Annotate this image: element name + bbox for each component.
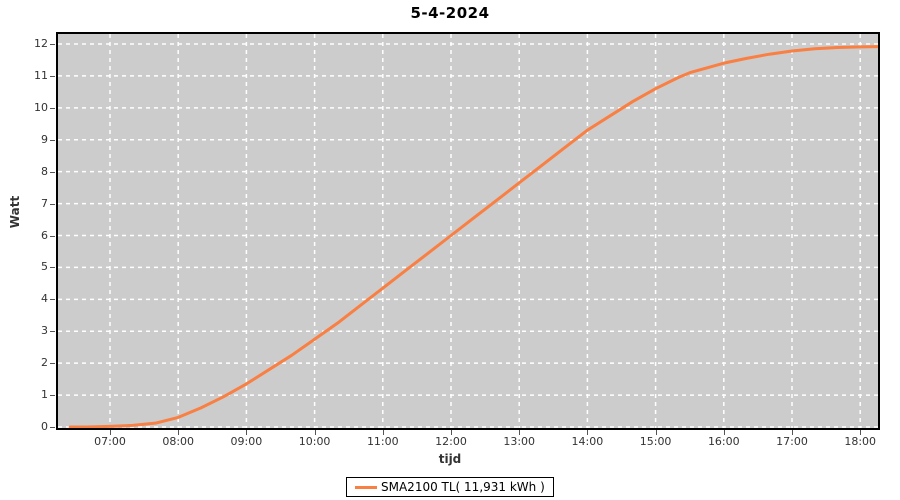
x-tick-label: 08:00 — [162, 435, 195, 448]
x-tick-mark — [860, 430, 862, 435]
vertical-gridlines — [109, 34, 861, 428]
x-tick-mark — [519, 430, 521, 435]
legend-label: SMA2100 TL( 11,931 kWh ) — [381, 480, 545, 494]
x-tick-mark — [246, 430, 248, 435]
x-tick-label: 18:00 — [844, 435, 877, 448]
x-tick-label: 16:00 — [707, 435, 740, 448]
y-tick-label: 5 — [41, 260, 48, 274]
legend: SMA2100 TL( 11,931 kWh ) — [346, 477, 554, 497]
x-tick-mark — [451, 430, 452, 435]
x-tick-label: 14:00 — [571, 435, 604, 448]
x-tick-mark — [655, 430, 657, 435]
plot-area — [56, 32, 880, 430]
x-tick-mark — [792, 430, 793, 435]
legend-color-swatch — [355, 485, 377, 489]
y-axis-ticks: 0 1 2 3 4 5 6 7 8 9 10 11 12 — [0, 0, 55, 500]
x-tick-mark — [178, 430, 180, 435]
y-tick-label: 6 — [41, 228, 48, 242]
y-tick-mark — [50, 171, 55, 173]
y-tick-mark — [50, 363, 55, 365]
y-tick-label: 1 — [41, 388, 48, 402]
y-tick-mark — [50, 75, 55, 77]
y-tick-label: 3 — [41, 324, 48, 338]
x-tick-label: 15:00 — [639, 435, 672, 448]
y-tick-mark — [50, 299, 55, 301]
x-tick-label: 10:00 — [298, 435, 331, 448]
y-tick-mark — [50, 235, 55, 237]
x-tick-label: 17:00 — [776, 435, 808, 448]
chart-title: 5-4-2024 — [410, 4, 490, 22]
y-tick-label: 11 — [34, 68, 48, 82]
y-tick-mark — [50, 395, 55, 397]
x-tick-mark — [110, 430, 111, 435]
y-tick-label: 2 — [41, 356, 48, 370]
y-tick-mark — [50, 331, 55, 333]
x-tick-mark — [382, 430, 384, 435]
y-tick-mark — [50, 44, 55, 45]
y-tick-label: 4 — [41, 292, 48, 306]
y-tick-label: 0 — [41, 420, 48, 433]
data-series-line — [68, 45, 878, 428]
x-axis-label: tijd — [438, 452, 462, 466]
x-tick-mark — [723, 430, 725, 435]
y-tick-mark — [50, 203, 55, 205]
x-tick-mark — [587, 430, 589, 435]
x-tick-label: 13:00 — [503, 435, 536, 448]
y-tick-mark — [50, 267, 55, 269]
x-tick-label: 11:00 — [366, 435, 399, 448]
horizontal-gridlines — [58, 43, 878, 428]
x-tick-label: 12:00 — [435, 435, 467, 448]
x-tick-label: 09:00 — [230, 435, 263, 448]
y-tick-label: 12 — [34, 37, 48, 50]
y-tick-label: 10 — [34, 100, 48, 114]
y-tick-label: 7 — [41, 196, 48, 210]
y-tick-label: 8 — [41, 164, 48, 178]
x-tick-label: 07:00 — [94, 435, 126, 448]
y-tick-mark — [50, 139, 55, 141]
y-tick-mark — [50, 107, 55, 109]
x-tick-mark — [314, 430, 316, 435]
y-axis-label: Watt — [8, 195, 22, 229]
plot-svg — [58, 34, 878, 428]
y-tick-label: 9 — [41, 132, 48, 146]
y-tick-mark — [50, 427, 55, 428]
